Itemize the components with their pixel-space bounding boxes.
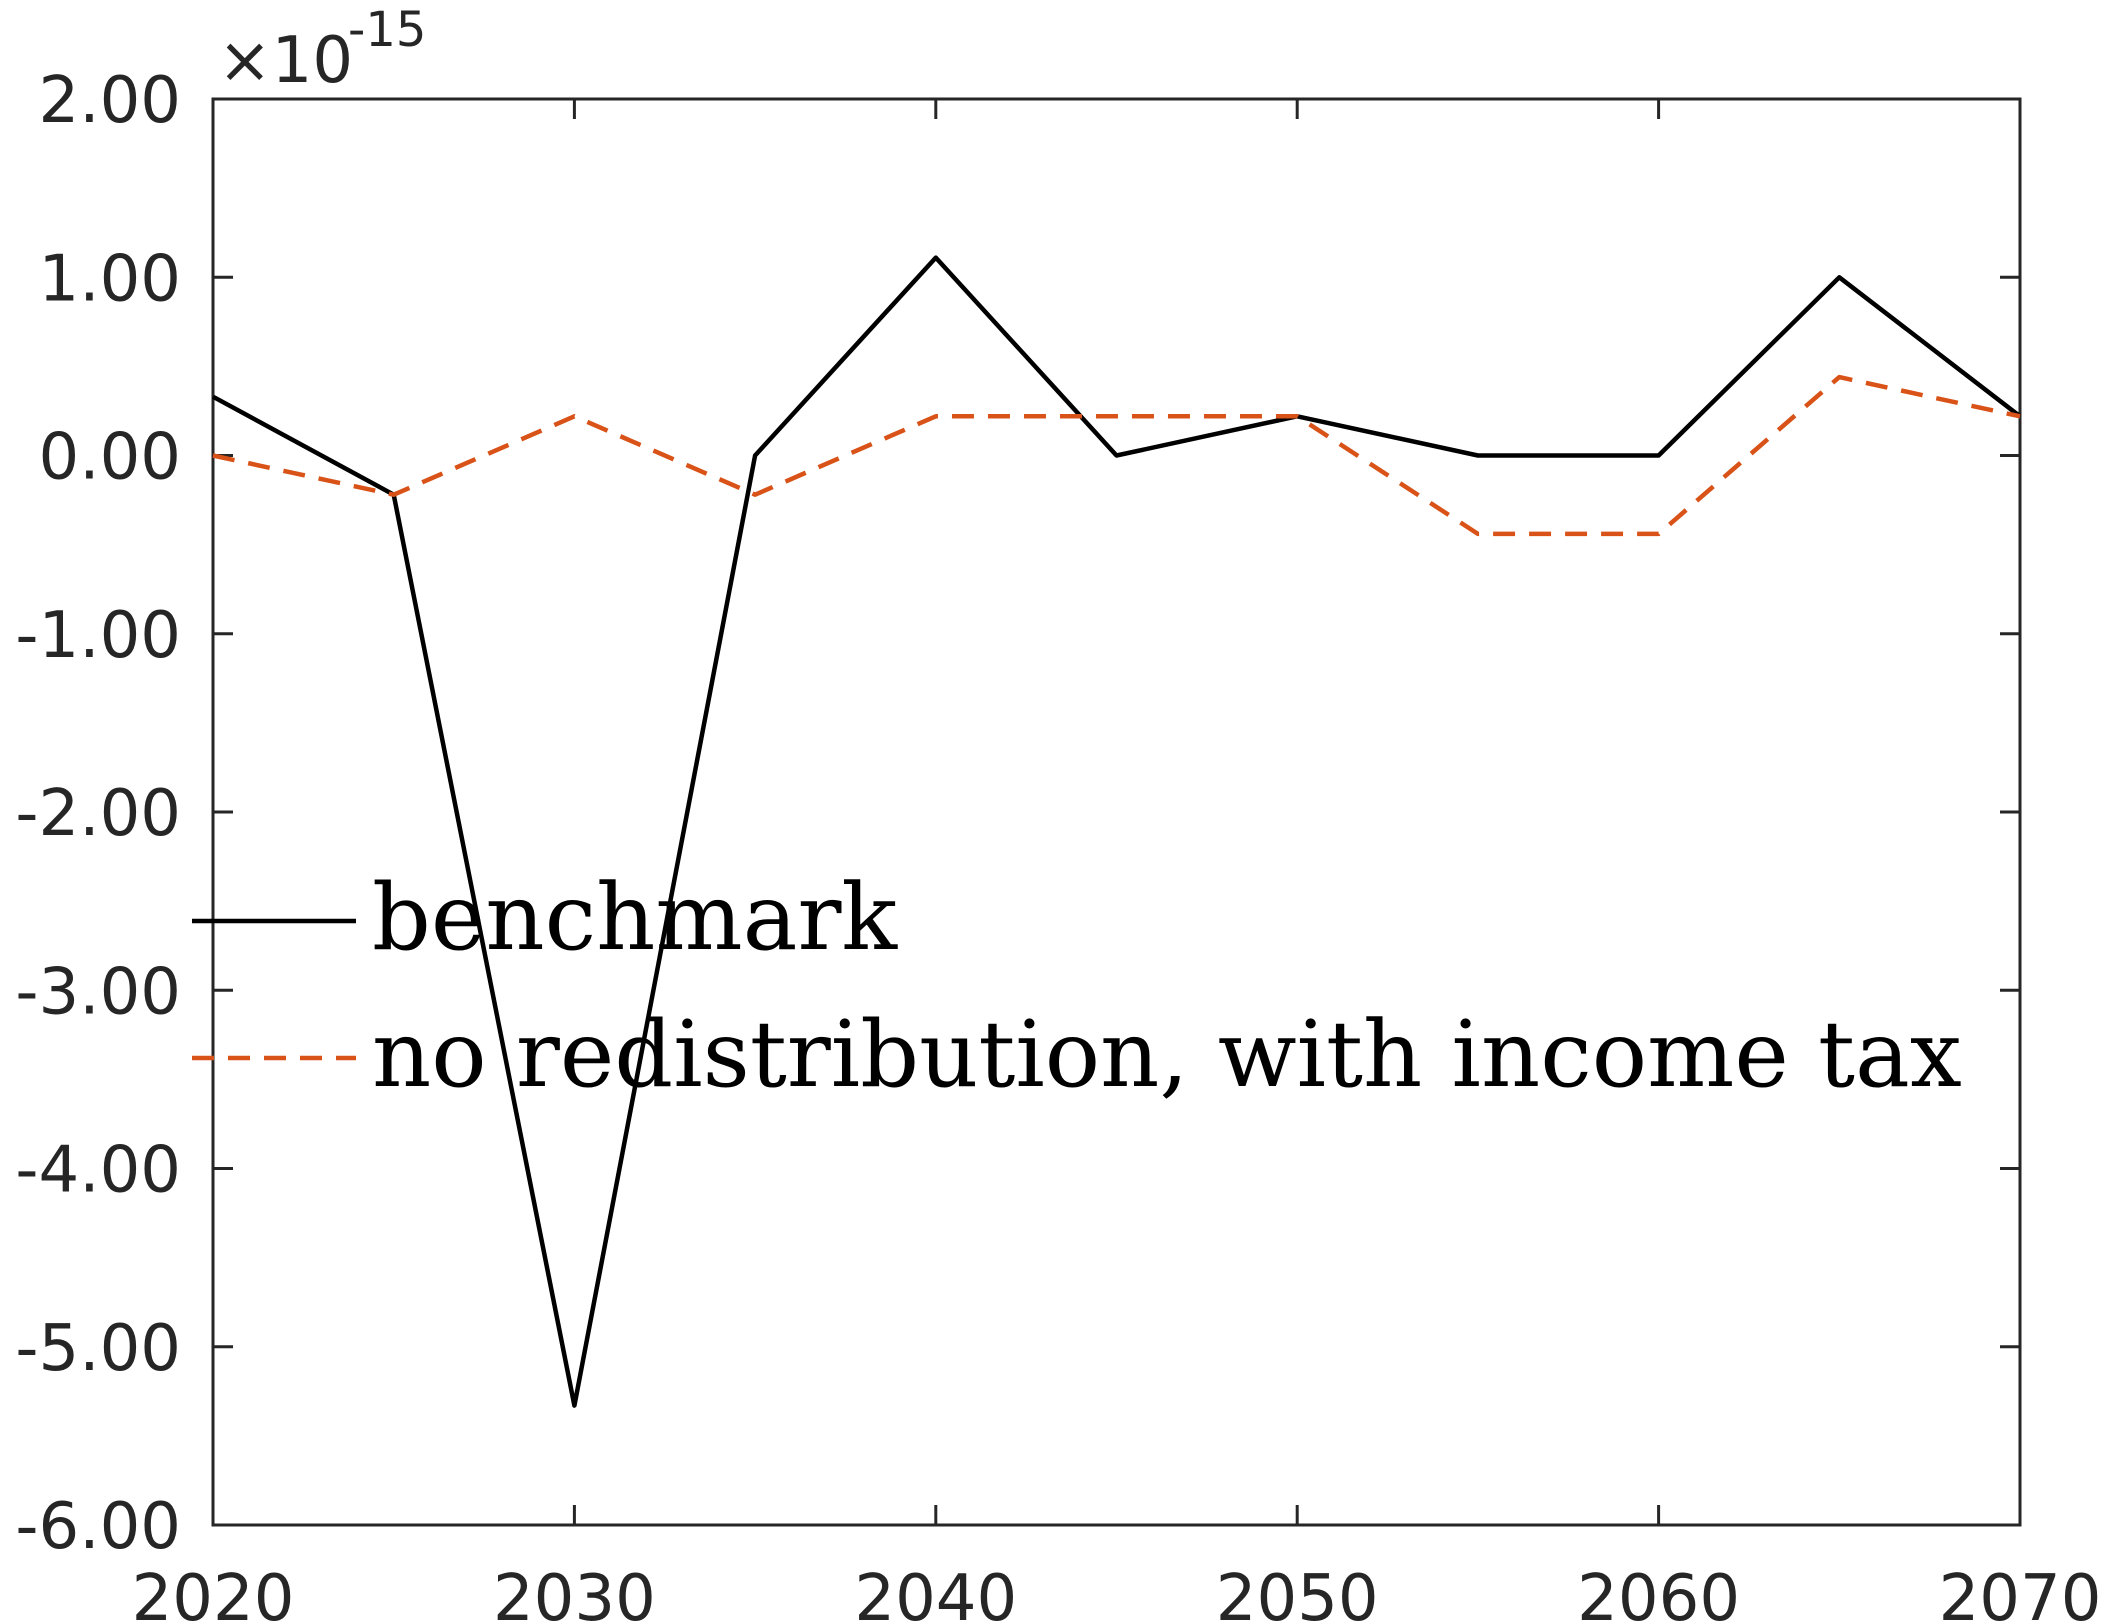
y-axis-exponent-power: -15 <box>348 2 426 58</box>
x-tick-label: 2070 <box>1939 1562 2102 1622</box>
x-tick-label: 2050 <box>1216 1562 1379 1622</box>
y-tick-label: -1.00 <box>15 599 181 673</box>
y-tick-label: -5.00 <box>15 1312 181 1386</box>
series-lines <box>211 255 2022 1408</box>
plot-area <box>211 97 2022 1527</box>
y-tick-label: -2.00 <box>15 777 181 851</box>
y-tick-label: 0.00 <box>39 421 182 495</box>
series-line-1 <box>211 255 2022 1408</box>
x-tick-label: 2040 <box>854 1562 1017 1622</box>
y-tick-label: 1.00 <box>39 242 182 316</box>
x-axis-tick-labels: 2020 2030 2040 2050 2060 2070 <box>132 1562 2102 1622</box>
legend: benchmark no redistribution, with income … <box>192 864 1962 1108</box>
legend-label-2: no redistribution, with income tax <box>372 1001 1962 1108</box>
y-tick-label: -3.00 <box>15 955 181 1029</box>
x-tick-label: 2060 <box>1577 1562 1740 1622</box>
y-axis-exponent-label: ×10 -15 <box>218 2 426 98</box>
plot-frame <box>211 97 2022 1527</box>
y-tick-label: -6.00 <box>15 1490 181 1564</box>
legend-label-1: benchmark <box>372 864 898 971</box>
x-tick-label: 2020 <box>132 1562 295 1622</box>
y-axis-exponent-base: ×10 <box>218 24 353 98</box>
x-tick-label: 2030 <box>493 1562 656 1622</box>
y-tick-label: -4.00 <box>15 1134 181 1208</box>
y-axis-tick-labels: 2.00 1.00 0.00 -1.00 -2.00 -3.00 -4.00 -5.00 -6.… <box>15 64 181 1564</box>
axis-ticks <box>211 97 2022 1527</box>
series-line-2 <box>212 374 2021 537</box>
y-tick-label: 2.00 <box>39 64 182 138</box>
